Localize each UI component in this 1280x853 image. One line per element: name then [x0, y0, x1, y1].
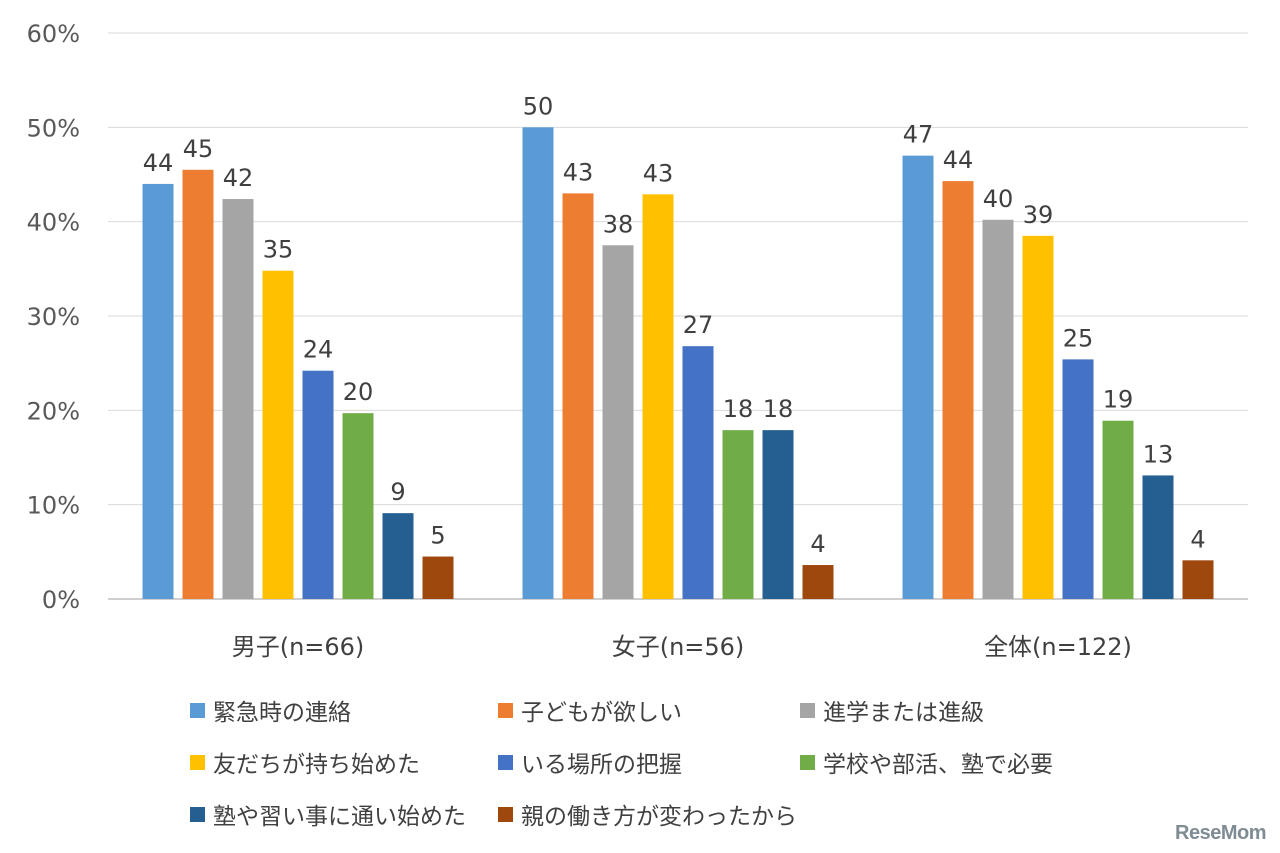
bar [642, 194, 674, 599]
data-label: 27 [683, 311, 714, 339]
bar [602, 245, 634, 599]
bars [142, 127, 1214, 600]
legend-swatch [800, 702, 815, 718]
legend-label: 塾や習い事に通い始めた [213, 804, 466, 830]
bar [1022, 235, 1054, 600]
bar [1062, 359, 1094, 599]
legend-label: 学校や部活、塾で必要 [823, 752, 1053, 778]
legend-item: 友だちが持ち始めた [190, 745, 420, 779]
data-label: 50 [523, 92, 554, 120]
data-label: 43 [643, 159, 674, 187]
data-label: 13 [1143, 440, 1174, 468]
data-label: 19 [1103, 386, 1134, 414]
legend-swatch [190, 806, 205, 822]
legend-label: 親の働き方が変わったから [521, 804, 797, 830]
y-tick-label: 60% [27, 20, 80, 48]
bar [522, 127, 554, 599]
x-category-label: 全体(n=122) [984, 633, 1132, 661]
y-tick-label: 20% [27, 397, 80, 425]
bar [382, 513, 414, 599]
y-tick-label: 0% [42, 586, 80, 614]
bar [302, 370, 334, 599]
bar [222, 199, 254, 599]
legend-swatch [190, 754, 205, 770]
legend-item: 緊急時の連絡 [190, 693, 351, 727]
data-label: 44 [143, 149, 174, 177]
legend-swatch [498, 754, 513, 770]
legend-swatch [498, 702, 513, 718]
data-label: 42 [223, 164, 254, 192]
y-axis-ticks: 0% 10% 20% 30% 40% 50% 60% [27, 20, 80, 614]
data-label: 25 [1063, 324, 1094, 352]
data-label: 18 [763, 395, 794, 423]
gridlines [108, 32, 1248, 600]
bar [422, 556, 454, 599]
bar [342, 413, 374, 599]
data-label: 4 [810, 530, 825, 558]
y-tick-label: 40% [27, 209, 80, 237]
legend-swatch [800, 754, 815, 770]
bar [142, 183, 174, 599]
legend-item: 親の働き方が変わったから [498, 797, 797, 831]
resemom-logo: ReseMom [1175, 822, 1266, 844]
bar [182, 169, 214, 600]
data-label: 24 [303, 336, 334, 364]
x-category-label: 男子(n=66) [232, 633, 365, 661]
bar [262, 270, 294, 599]
bar [942, 181, 974, 599]
bar [562, 193, 594, 599]
data-label: 45 [183, 135, 214, 163]
data-label: 44 [943, 146, 974, 174]
data-labels: 44 45 42 35 24 20 95 50 43 38 43 27 18 18 4 47 44 40 39 25 1… [143, 92, 1206, 558]
bar [682, 346, 714, 599]
data-label: 5 [430, 522, 445, 550]
data-label: 39 [1023, 201, 1054, 229]
data-label: 35 [263, 236, 294, 264]
data-label: 38 [603, 210, 634, 238]
bar [982, 219, 1014, 599]
bar [722, 430, 754, 599]
legend-label: 進学または進級 [823, 700, 984, 726]
bar-chart: 0%10%20%30%40%50%60% 4445423524209550433… [27, 20, 1248, 661]
data-label: 9 [390, 478, 405, 506]
y-tick-label: 30% [27, 303, 80, 331]
legend-item: 進学または進級 [800, 693, 984, 727]
data-label: 20 [343, 378, 374, 406]
data-label: 4 [1190, 525, 1205, 553]
legend-label: 子どもが欲しい [521, 700, 682, 726]
legend-item: いる場所の把握 [498, 745, 682, 779]
legend-swatch [498, 806, 513, 822]
legend-label: 友だちが持ち始めた [213, 752, 420, 778]
x-axis-categories: 男子(n=66) 女子(n=56) 全体(n=122) [232, 633, 1132, 661]
bar [1182, 560, 1214, 599]
bar [1102, 420, 1134, 599]
legend-label: いる場所の把握 [521, 752, 682, 778]
data-label: 43 [563, 158, 594, 186]
legend-swatch [190, 702, 205, 718]
bar [1142, 475, 1174, 599]
y-tick-label: 50% [27, 114, 80, 142]
legend-item: 学校や部活、塾で必要 [800, 745, 1053, 779]
x-category-label: 女子(n=56) [612, 633, 745, 661]
y-tick-label: 10% [27, 492, 80, 520]
legend-item: 子どもが欲しい [498, 693, 682, 727]
bar [902, 155, 934, 599]
legend-item: 塾や習い事に通い始めた [190, 797, 466, 831]
bar [802, 565, 834, 599]
data-label: 40 [983, 185, 1014, 213]
legend-label: 緊急時の連絡 [213, 700, 351, 726]
data-label: 18 [723, 395, 754, 423]
data-label: 47 [903, 121, 934, 149]
bar [762, 430, 794, 599]
